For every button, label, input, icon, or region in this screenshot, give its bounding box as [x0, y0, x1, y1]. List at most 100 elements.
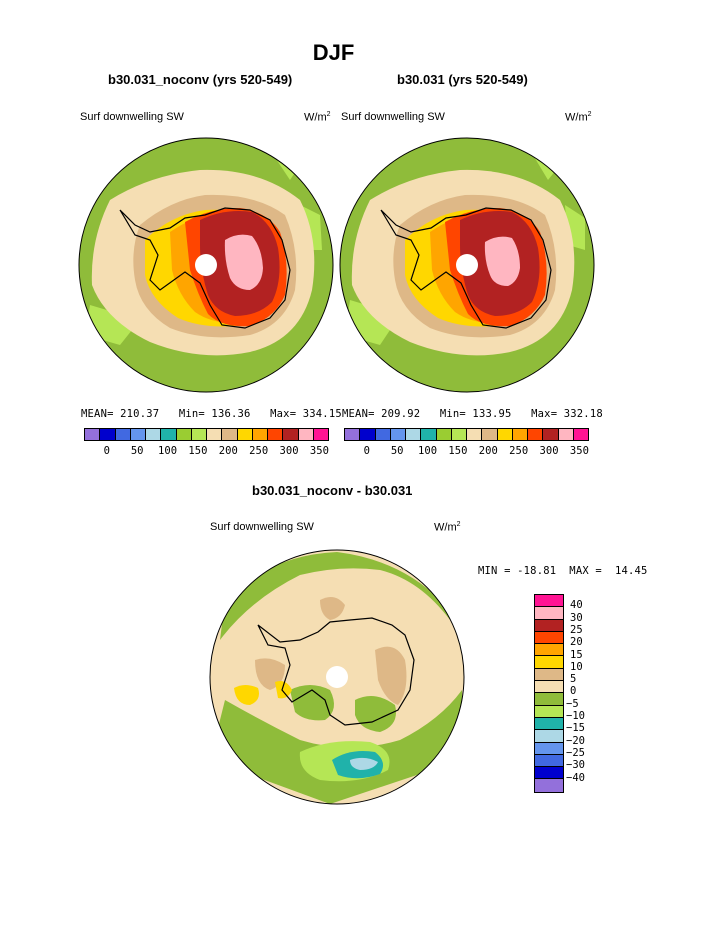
diff-colorbar-swatch [535, 717, 563, 731]
left-colorbar-swatch [100, 429, 116, 440]
left-colorbar-swatch [115, 429, 131, 440]
diff-colorbar-label: 40 [570, 599, 583, 612]
right-colorbar-swatch [436, 429, 452, 440]
diff-units-label: W/m2 [434, 521, 461, 534]
right-colorbar-swatch [543, 429, 559, 440]
right-colorbar-swatch [360, 429, 376, 440]
left-band-pink [224, 234, 263, 290]
left-coastline [119, 207, 291, 329]
left-field-label: Surf downwelling SW [80, 111, 184, 123]
diff-colorbar [534, 594, 564, 793]
diff-colorbar-swatch [535, 668, 563, 682]
right-units-base: W/m [565, 111, 588, 124]
right-band-pink [484, 236, 520, 286]
left-colorbar-tick-label: 50 [130, 445, 144, 457]
left-colorbar-swatch [207, 429, 223, 440]
diff-stats: MIN = -18.81 MAX = 14.45 [478, 565, 648, 577]
left-units-label: W/m2 [304, 111, 331, 124]
left-colorbar-swatch [85, 429, 101, 440]
left-colorbar-swatch [268, 429, 284, 440]
right-polar-map [340, 138, 594, 392]
left-units-base: W/m [304, 111, 327, 124]
right-colorbar-swatch [345, 429, 361, 440]
right-colorbar-tick-label: 50 [390, 445, 404, 457]
diff-polar-map [210, 550, 464, 804]
right-case-title: b30.031 (yrs 520-549) [397, 72, 528, 87]
left-polar-map [79, 138, 333, 392]
diff-colorbar-labels: 40 30 25 20 15 10 5 0 −5 −10 −15 −20 −25 −30 −40 [566, 594, 606, 804]
left-pole-mask [195, 254, 217, 276]
left-colorbar-tick-label: 300 [279, 445, 299, 457]
left-case-title: b30.031_noconv (yrs 520-549) [108, 72, 293, 87]
diff-band-lightblue [350, 757, 378, 770]
right-coastline [380, 207, 552, 329]
diff-colorbar-swatch [535, 595, 563, 608]
diff-band-tan2 [320, 596, 345, 620]
right-colorbar-swatch [451, 429, 467, 440]
right-colorbar-swatch [512, 429, 528, 440]
diff-colorbar-swatch [535, 619, 563, 632]
right-colorbar-swatch [558, 429, 574, 440]
diff-band-green1 [220, 552, 450, 640]
right-colorbar-swatch [421, 429, 437, 440]
diff-units-base: W/m [434, 521, 457, 534]
left-colorbar-swatch [191, 429, 207, 440]
diff-colorbar-swatch [535, 644, 563, 657]
right-stats: MEAN= 209.92 Min= 133.95 Max= 332.18 [342, 408, 603, 420]
diff-map-border [209, 549, 465, 805]
diff-colorbar-swatch [535, 631, 563, 645]
diff-colorbar-label: −25 [566, 746, 585, 759]
diff-colorbar-swatch [535, 742, 563, 755]
left-colorbar-tick-label: 350 [309, 445, 329, 457]
diff-colorbar-swatch [535, 730, 563, 743]
left-colorbar-swatch [313, 429, 328, 440]
right-colorbar [344, 428, 589, 441]
right-colorbar-tick-label: 200 [478, 445, 498, 457]
left-stats: MEAN= 210.37 Min= 136.36 Max= 334.15 [81, 408, 342, 420]
diff-colorbar-label: 20 [570, 636, 583, 649]
left-units-exp: 2 [326, 111, 331, 118]
left-colorbar-swatch [237, 429, 253, 440]
right-colorbar-swatch [406, 429, 422, 440]
left-colorbar-swatch [176, 429, 192, 440]
right-band-ltgreen [345, 150, 585, 345]
left-colorbar-swatch [298, 429, 314, 440]
left-colorbar-tick-label: 100 [158, 445, 178, 457]
diff-colorbar-swatch [535, 693, 563, 706]
diff-colorbar-label: 0 [570, 685, 577, 698]
diff-colorbar-swatch [535, 779, 563, 792]
right-colorbar-swatch [375, 429, 391, 440]
diff-colorbar-label: 5 [570, 673, 577, 686]
right-colorbar-swatch [390, 429, 406, 440]
diff-colorbar-swatch [535, 607, 563, 620]
diff-colorbar-label: −20 [566, 734, 585, 747]
right-pole-mask [456, 254, 478, 276]
diff-colorbar-label: −30 [566, 759, 585, 772]
diff-colorbar-label: −15 [566, 722, 585, 735]
left-colorbar-swatch [146, 429, 162, 440]
left-colorbar-swatch [222, 429, 238, 440]
right-colorbar-tick-label: 0 [363, 445, 370, 457]
left-colorbar-swatch [283, 429, 299, 440]
left-band-ltgreen [85, 150, 322, 345]
right-colorbar-swatch [482, 429, 498, 440]
right-field-label: Surf downwelling SW [341, 111, 445, 123]
diff-colorbar-swatch [535, 767, 563, 780]
right-colorbar-tick-label: 300 [539, 445, 559, 457]
diff-colorbar-swatch [535, 681, 563, 694]
left-colorbar-tick-label: 0 [103, 445, 110, 457]
left-colorbar-tick-label: 200 [218, 445, 238, 457]
diff-colorbar-label: 30 [570, 611, 583, 624]
left-colorbar-swatch [252, 429, 268, 440]
diff-case-title: b30.031_noconv - b30.031 [252, 483, 413, 498]
diff-colorbar-label: 25 [570, 623, 583, 636]
diff-colorbar-swatch [535, 705, 563, 718]
diff-band-green3 [290, 685, 334, 721]
diff-colorbar-swatch [535, 656, 563, 669]
diff-colorbar-label: −10 [566, 710, 585, 722]
left-colorbar-ticks: 0 50 100 150 200 250 300 350 [84, 445, 329, 459]
diff-units-exp: 2 [456, 521, 461, 528]
diff-band-gold2 [275, 681, 292, 699]
right-units-label: W/m2 [565, 111, 592, 124]
right-colorbar-tick-label: 250 [509, 445, 529, 457]
